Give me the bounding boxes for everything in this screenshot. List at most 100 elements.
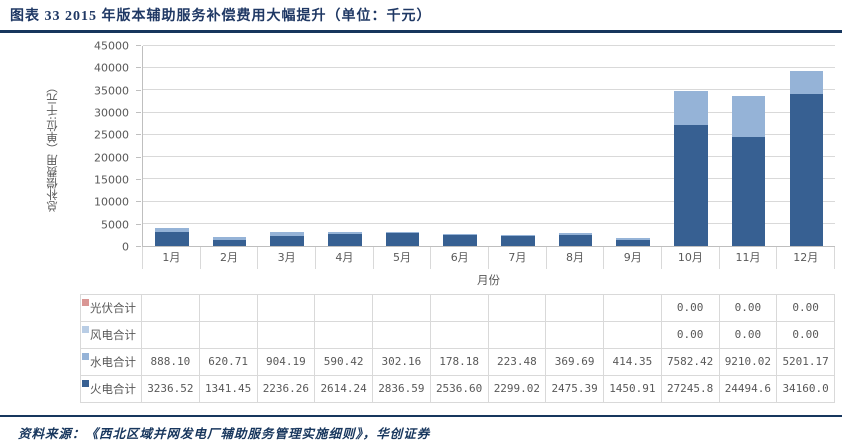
bar-segment-火电合计 [155,231,189,246]
series-name-cell: 水电合计 [80,349,142,375]
bar-segment-火电合计 [212,240,247,246]
y-tick-label: 45000 [94,39,129,53]
value-cell [489,322,547,348]
value-cell: 0.00 [777,322,835,348]
y-tick-label: 0 [122,240,129,254]
bar-segment-水电合计 [328,231,362,235]
table-row-光伏合计: 光伏合计 0.00 0.00 0.00 [80,294,835,322]
bar-segment-水电合计 [789,71,823,95]
bars-row [143,46,835,246]
bar-segment-火电合计 [789,94,823,246]
bar-column-8月 [547,46,605,246]
value-cell: 34160.0 [777,376,835,402]
x-tick-label: 7月 [488,247,546,269]
bar-column-9月 [604,46,662,246]
bar-segment-水电合计 [558,233,593,235]
x-tick-label: 1月 [142,247,200,269]
bar-segment-火电合计 [558,235,593,246]
y-tick-mark [136,134,141,136]
x-tick-label: 3月 [257,247,315,269]
value-cell [431,322,489,348]
y-axis-title: 总补偿费用（单位:千元） [45,81,59,212]
x-axis-labels: 1月 2月 3月 4月 5月 6月 7月 8月 9月 10月 11月 12月 [142,247,835,269]
x-tick-label: 10月 [661,247,719,269]
bar-column-4月 [316,46,374,246]
value-cell: 888.10 [142,349,200,375]
value-cell: 27245.8 [662,376,720,402]
x-tick-label: 11月 [718,247,777,269]
value-cell: 0.00 [720,322,778,348]
gridline [143,133,835,135]
bar-segment-火电合计 [731,137,766,246]
value-cell: 2236.26 [258,376,316,402]
bar-column-11月 [720,46,778,246]
data-table: 光伏合计 0.00 0.00 0.00 风电合计 0.00 0.00 0.00 水电合计 888.… [80,294,835,403]
figure-title: 图表 33 2015 年版本辅助服务补偿费用大幅提升（单位：千元） [10,9,432,24]
bar-column-7月 [489,46,547,246]
bar-column-6月 [431,46,489,246]
table-row-风电合计: 风电合计 0.00 0.00 0.00 [80,322,835,349]
value-cell: 24494.6 [720,376,778,402]
y-tick-label: 5000 [101,218,129,232]
gridline [143,111,835,113]
value-cell: 0.00 [662,295,720,321]
bar-segment-水电合计 [616,237,650,240]
y-tick-label: 25000 [94,128,129,142]
value-cell: 9210.02 [720,349,778,375]
series-name-label: 风电合计 [90,328,136,342]
value-cell: 3236.52 [142,376,200,402]
bar-column-3月 [258,46,316,246]
y-tick-mark [136,156,141,158]
bar-segment-火电合计 [270,236,304,246]
series-name-cell: 风电合计 [80,322,142,348]
bar-segment-火电合计 [616,239,650,246]
bar-segment-火电合计 [501,235,535,246]
x-tick-label: 12月 [776,247,834,269]
plot-area [142,45,835,247]
value-cell: 2536.60 [431,376,489,402]
value-cell [546,322,604,348]
bar-segment-水电合计 [674,91,708,125]
series-name-label: 光伏合计 [90,301,136,315]
bar-segment-火电合计 [674,124,708,246]
value-cell: 0.00 [777,295,835,321]
value-cell: 369.69 [546,349,604,375]
gridline [143,200,835,202]
value-cell: 2299.02 [489,376,547,402]
y-tick-mark [136,179,141,181]
value-cell: 302.16 [373,349,431,375]
y-tick-mark [136,246,141,247]
y-tick-label: 20000 [94,151,129,165]
table-row-水电合计: 水电合计 888.10 620.71 904.19 590.42 302.16 178.18… [80,349,835,376]
value-cell [200,295,258,321]
y-axis-ticks: 0 5000 10000 15000 20000 25000 30000 35000 40000… [64,40,142,254]
bar-column-10月 [662,46,720,246]
value-cell: 0.00 [720,295,778,321]
value-cell [546,295,604,321]
stacked-bar-chart: 总补偿费用（单位:千元） 0 5000 10000 15000 20000 25000 30… [40,40,835,254]
value-cell: 2614.24 [315,376,373,402]
value-cell [604,322,662,348]
value-cell: 414.35 [604,349,662,375]
y-tick-mark [136,201,141,203]
bar-segment-水电合计 [501,234,535,236]
series-name-label: 水电合计 [90,355,136,369]
value-cell [373,295,431,321]
value-cell: 178.18 [431,349,489,375]
series-name-label: 火电合计 [90,382,136,396]
bar-column-12月 [777,46,835,246]
y-tick-mark [136,223,141,225]
bar-segment-火电合计 [385,233,420,246]
value-cell [258,295,316,321]
value-cell [142,322,200,348]
value-cell: 904.19 [258,349,316,375]
gridline [143,89,835,91]
x-tick-label: 4月 [315,247,373,269]
y-tick-label: 40000 [94,61,129,75]
legend-key-水电合计 [82,353,89,360]
x-tick-label: 5月 [372,247,431,269]
value-cell: 0.00 [662,322,720,348]
bar-segment-水电合计 [731,96,766,138]
value-cell [315,295,373,321]
